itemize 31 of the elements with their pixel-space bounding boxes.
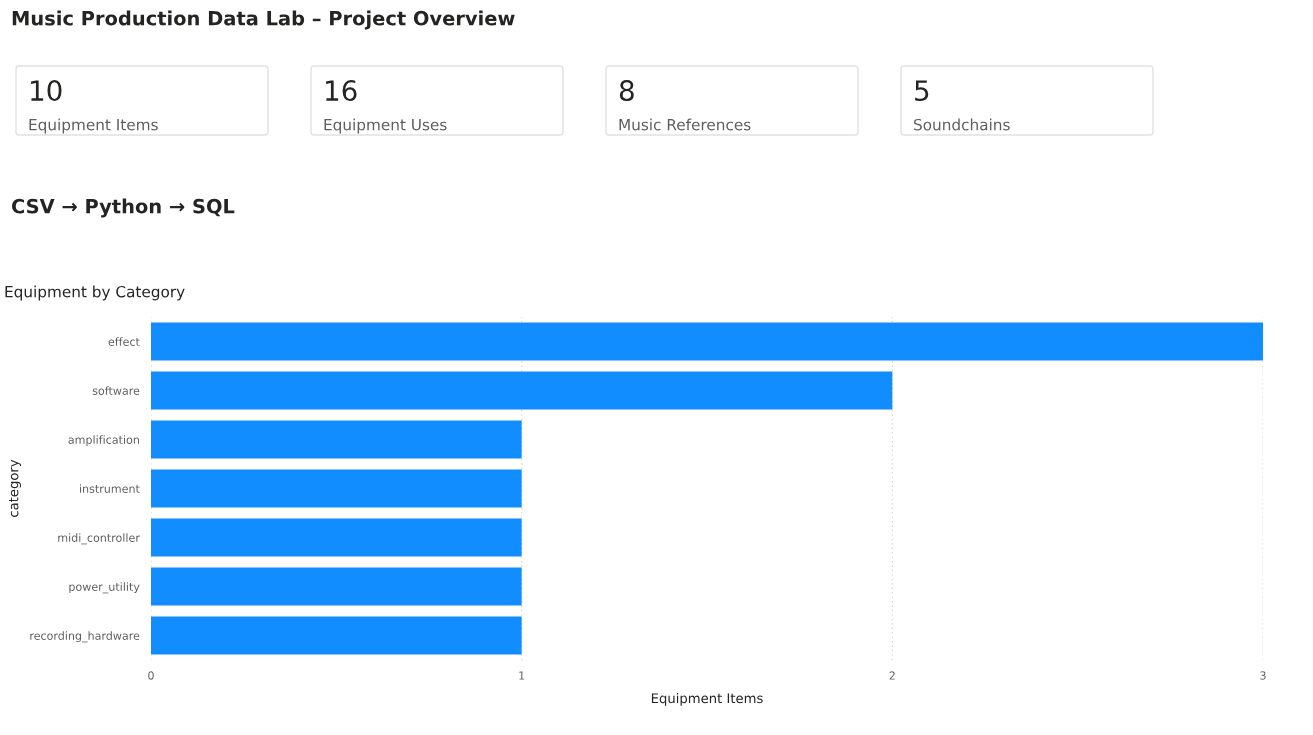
y-tick-label: recording_hardware	[30, 631, 140, 643]
data-label: 16	[326, 80, 357, 102]
bar	[151, 567, 522, 606]
x-tick-label: 0	[148, 671, 154, 680]
data-label: 5	[915, 80, 929, 102]
y-tick-label: software	[92, 386, 140, 395]
chart-title: Equipment by Category	[5, 285, 185, 301]
data-label: 10	[31, 80, 62, 102]
bar	[151, 322, 1263, 361]
data-label: 8	[619, 80, 634, 102]
category-label: Soundchains	[914, 118, 1010, 131]
x-tick-label: 1	[519, 671, 525, 680]
category-label: Equipment Items	[29, 118, 158, 134]
text: CSV → Python → SQL	[11, 198, 235, 218]
bar	[151, 420, 522, 459]
bar	[151, 371, 893, 410]
x-tick-label: 3	[1260, 671, 1266, 680]
y-tick-label: instrument	[80, 484, 140, 493]
bar	[151, 469, 522, 508]
x-axis-title: Equipment Items	[651, 692, 763, 706]
category-label: Music References	[619, 118, 751, 131]
bar	[151, 518, 522, 557]
text: Music Production Data Lab – Project Overview	[12, 10, 515, 30]
y-axis-title: category	[8, 459, 21, 517]
y-tick-label: effect	[108, 337, 140, 346]
x-tick-label: 2	[889, 671, 895, 680]
y-tick-label: amplification	[68, 435, 139, 447]
bar	[151, 616, 522, 655]
y-tick-label: midi_controller	[58, 533, 140, 545]
y-tick-label: power_utility	[69, 582, 140, 594]
category-label: Equipment Uses	[324, 118, 447, 134]
